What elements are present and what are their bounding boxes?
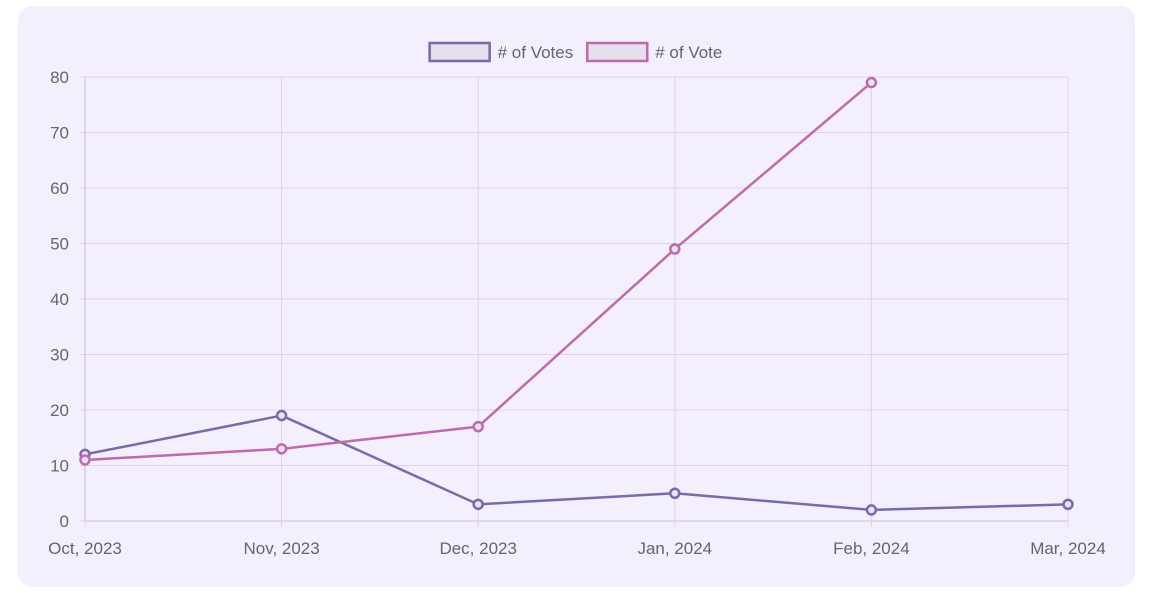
data-point xyxy=(79,454,91,466)
series-line-1 xyxy=(84,414,1069,512)
data-point xyxy=(669,243,681,255)
grid-lines xyxy=(79,76,1069,527)
data-point xyxy=(275,409,288,422)
data-point xyxy=(865,504,878,516)
legend[interactable]: # of Votes # of Vote xyxy=(428,41,723,63)
axes xyxy=(84,77,1068,522)
data-point xyxy=(669,487,681,499)
x-tick-label: Dec, 2023 xyxy=(439,539,517,558)
legend-label: # of Vote xyxy=(655,43,722,62)
legend-swatch xyxy=(586,41,649,63)
y-tick-label: 0 xyxy=(60,512,69,531)
x-tick-label: Oct, 2023 xyxy=(48,539,122,558)
x-axis-ticks: Oct, 2023 Nov, 2023 Dec, 2023 Jan, 2024 Feb,… xyxy=(48,539,1106,558)
y-tick-label: 30 xyxy=(50,346,69,365)
legend-item-1[interactable]: # of Votes xyxy=(428,41,574,63)
series-layer xyxy=(79,76,1074,516)
y-tick-label: 80 xyxy=(50,68,69,87)
data-point xyxy=(275,443,288,455)
x-tick-label: Jan, 2024 xyxy=(637,539,712,558)
y-tick-label: 50 xyxy=(50,235,69,254)
y-tick-label: 70 xyxy=(50,124,69,143)
y-tick-label: 10 xyxy=(50,457,69,476)
data-point xyxy=(1062,498,1074,511)
chart-card xyxy=(18,6,1135,587)
x-tick-label: Feb, 2024 xyxy=(833,539,910,558)
x-tick-label: Mar, 2024 xyxy=(1030,539,1106,558)
data-point xyxy=(865,76,878,89)
y-tick-label: 20 xyxy=(50,401,69,420)
legend-swatch xyxy=(428,41,491,63)
legend-label: # of Votes xyxy=(498,43,574,62)
y-tick-label: 40 xyxy=(50,290,69,309)
y-tick-label: 60 xyxy=(50,179,69,198)
data-point xyxy=(472,420,484,433)
y-axis-ticks: 0 10 20 30 40 50 60 70 80 xyxy=(50,68,69,531)
legend-item-2[interactable]: # of Vote xyxy=(586,41,722,63)
x-tick-label: Nov, 2023 xyxy=(243,539,319,558)
data-point xyxy=(472,498,484,511)
